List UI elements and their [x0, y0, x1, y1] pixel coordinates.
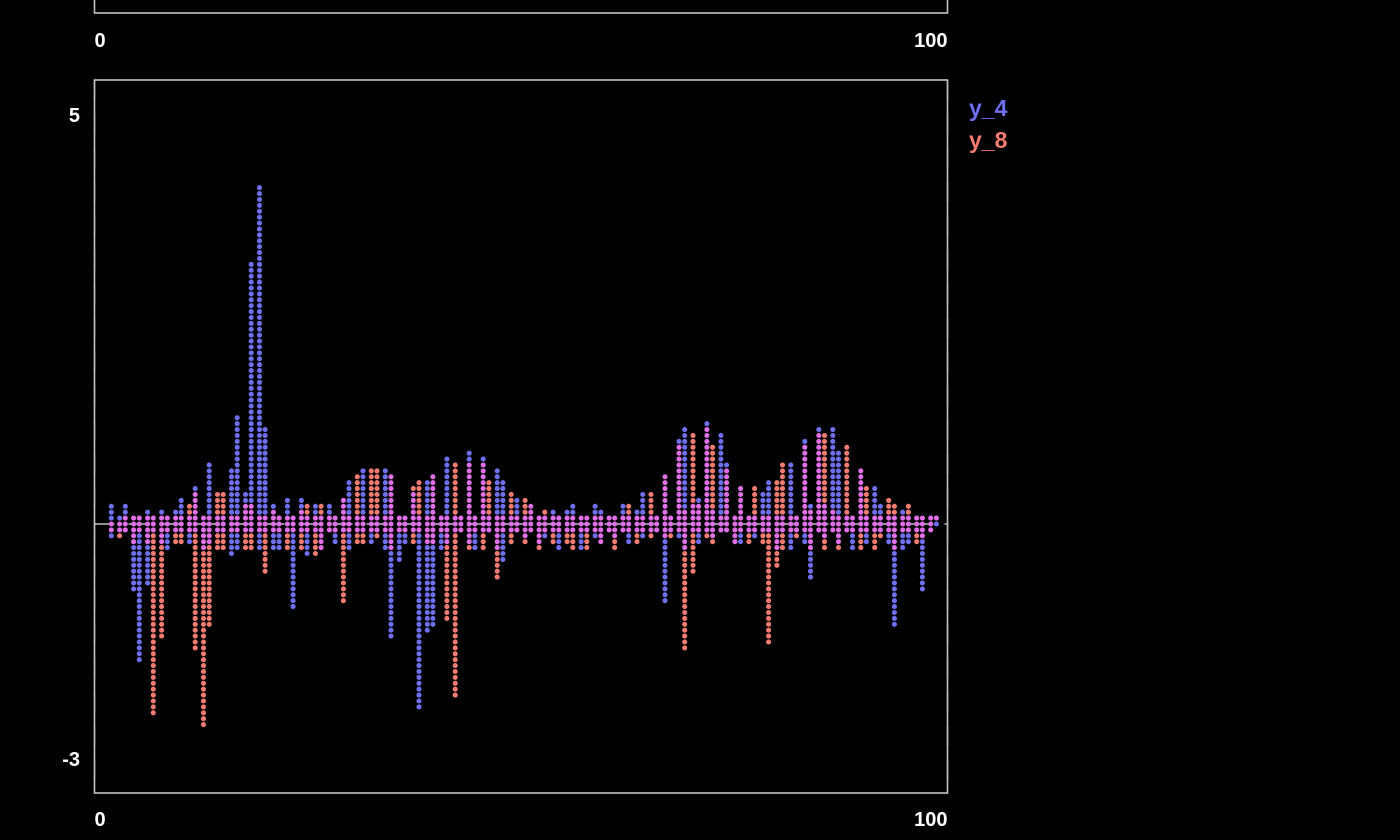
svg-text:-3: -3: [62, 749, 80, 771]
svg-text:y_8: y_8: [969, 127, 1008, 153]
svg-text:100: 100: [914, 809, 947, 831]
svg-text:100: 100: [914, 30, 947, 52]
svg-text:y_4: y_4: [969, 95, 1008, 121]
svg-text:0: 0: [95, 809, 106, 831]
svg-text:5: 5: [69, 105, 80, 127]
svg-text:0: 0: [95, 30, 106, 52]
